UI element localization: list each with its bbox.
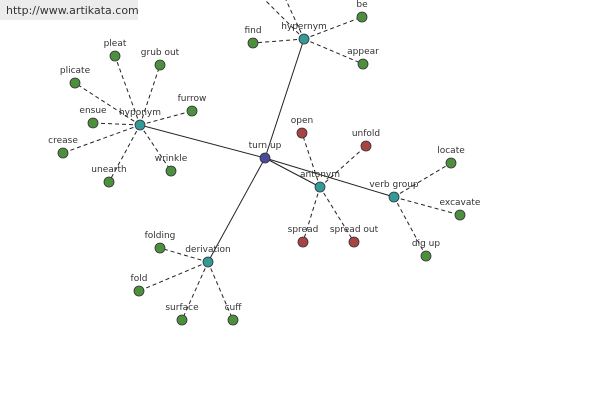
word-node bbox=[357, 58, 369, 70]
word-label: find bbox=[244, 26, 261, 36]
relation-label: hyponym bbox=[119, 108, 161, 118]
word-label: fold bbox=[131, 274, 148, 284]
word-label: surface bbox=[165, 303, 199, 313]
word-node bbox=[356, 11, 368, 23]
edge bbox=[393, 196, 461, 216]
word-node bbox=[57, 147, 69, 159]
word-label: ensue bbox=[79, 106, 107, 116]
relation-label: hypernym bbox=[281, 22, 327, 32]
edge bbox=[92, 122, 141, 126]
center-label: turn up bbox=[249, 141, 282, 151]
edge bbox=[264, 38, 305, 159]
word-node bbox=[420, 250, 432, 262]
relation-label: verb group bbox=[369, 180, 419, 190]
word-label: appear bbox=[347, 47, 379, 57]
word-label: folding bbox=[145, 231, 176, 241]
edge bbox=[207, 157, 266, 263]
edge bbox=[302, 186, 321, 243]
word-label: cuff bbox=[225, 303, 243, 313]
word-label: dig up bbox=[412, 239, 440, 249]
edge bbox=[74, 82, 141, 126]
word-node bbox=[87, 117, 99, 129]
word-node bbox=[69, 77, 81, 89]
word-label: be bbox=[356, 0, 368, 10]
word-node bbox=[454, 209, 466, 221]
edge bbox=[114, 55, 141, 126]
center-node bbox=[259, 152, 271, 164]
edge bbox=[181, 261, 209, 321]
word-label: excavate bbox=[440, 198, 481, 208]
word-label: unearth bbox=[91, 165, 126, 175]
word-label: pleat bbox=[104, 39, 127, 49]
edge bbox=[319, 145, 367, 188]
word-label: open bbox=[291, 116, 313, 126]
edge bbox=[159, 247, 209, 263]
word-node bbox=[133, 285, 145, 297]
word-node bbox=[297, 236, 309, 248]
edge bbox=[264, 0, 305, 40]
edge bbox=[139, 124, 266, 159]
word-node bbox=[176, 314, 188, 326]
edge bbox=[303, 16, 363, 40]
edge bbox=[139, 64, 161, 126]
word-label: spread bbox=[288, 225, 319, 235]
edge bbox=[301, 132, 321, 188]
relation-label: antonym bbox=[300, 170, 340, 180]
word-node bbox=[227, 314, 239, 326]
edge bbox=[285, 0, 305, 40]
word-node bbox=[348, 236, 360, 248]
word-node bbox=[296, 127, 308, 139]
relation-node bbox=[202, 256, 214, 268]
relation-node bbox=[388, 191, 400, 203]
word-node bbox=[247, 37, 259, 49]
word-node bbox=[154, 59, 166, 71]
word-label: crease bbox=[48, 136, 78, 146]
word-node bbox=[186, 105, 198, 117]
edge bbox=[207, 261, 234, 321]
edge bbox=[319, 186, 355, 243]
edge bbox=[252, 38, 305, 44]
edge bbox=[108, 124, 141, 183]
word-label: grub out bbox=[141, 48, 180, 58]
word-label: locate bbox=[437, 146, 465, 156]
edge bbox=[138, 261, 209, 292]
edge bbox=[139, 124, 172, 172]
word-node bbox=[103, 176, 115, 188]
relation-node bbox=[314, 181, 326, 193]
word-node bbox=[109, 50, 121, 62]
edge bbox=[264, 157, 321, 188]
edge bbox=[264, 157, 395, 198]
word-node bbox=[360, 140, 372, 152]
word-label: spread out bbox=[330, 225, 379, 235]
word-node bbox=[445, 157, 457, 169]
relation-node bbox=[134, 119, 146, 131]
edge bbox=[139, 110, 193, 126]
word-label: unfold bbox=[352, 129, 380, 139]
word-label: furrow bbox=[178, 94, 207, 104]
relation-label: derivation bbox=[185, 245, 231, 255]
site-url: http://www.artikata.com bbox=[0, 0, 139, 20]
relation-node bbox=[298, 33, 310, 45]
word-label: plicate bbox=[60, 66, 91, 76]
word-label: wrinkle bbox=[155, 154, 188, 164]
edge bbox=[303, 38, 364, 65]
word-node bbox=[154, 242, 166, 254]
word-node bbox=[165, 165, 177, 177]
